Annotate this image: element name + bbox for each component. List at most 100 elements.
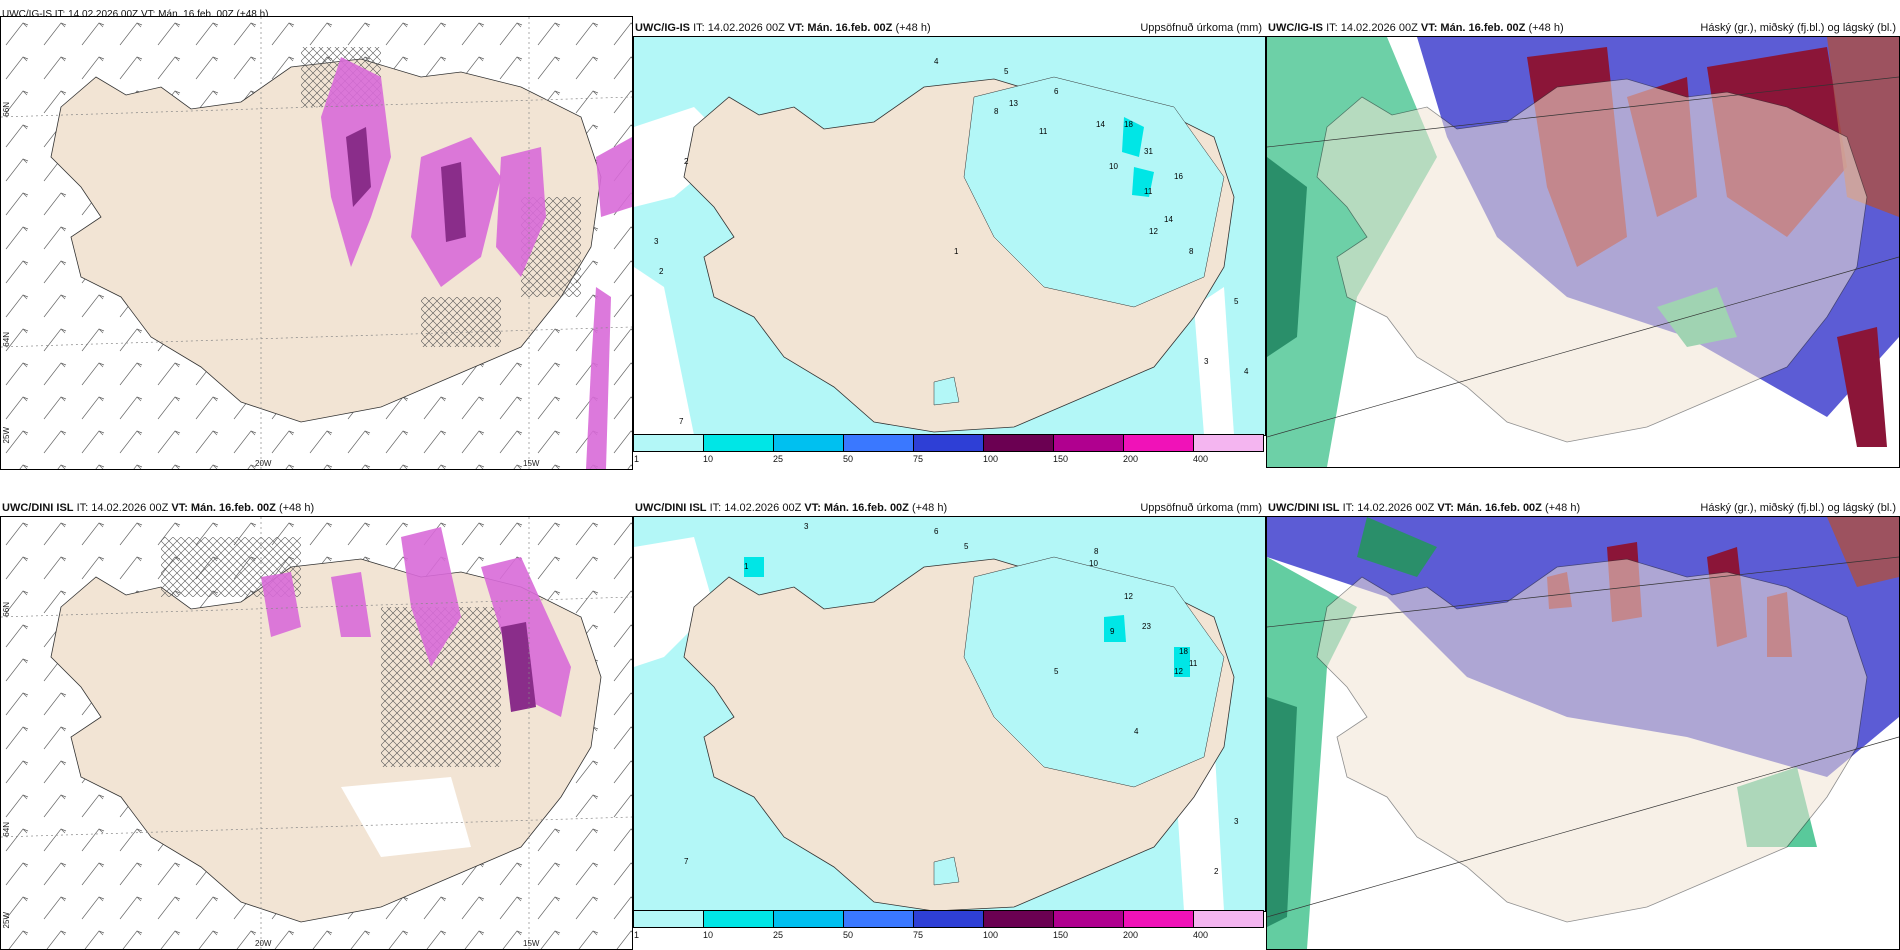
panel-precip-bottom: UWC/DINI ISL IT: 14.02.2026 00Z VT: Mán.… bbox=[633, 492, 1266, 950]
precip-value: 4 bbox=[934, 57, 939, 66]
precip-value: 7 bbox=[684, 857, 689, 866]
colorbar-swatch bbox=[774, 435, 844, 451]
precip-value: 5 bbox=[1004, 67, 1009, 76]
colorbar-swatch bbox=[704, 911, 774, 927]
precip-value: 4 bbox=[1244, 367, 1249, 376]
precip-value: 12 bbox=[1124, 592, 1133, 601]
panel-wind-bottom: UWC/DINI ISL IT: 14.02.2026 00Z VT: Mán.… bbox=[0, 492, 633, 950]
lat-label-64n: 64N bbox=[2, 332, 11, 347]
panel-subtitle: Háský (gr.), miðský (fj.bl.) og lágský (… bbox=[1700, 22, 1896, 34]
precip-value: 2 bbox=[684, 157, 689, 166]
colorbar-swatch bbox=[1054, 435, 1124, 451]
colorbar-swatch bbox=[774, 911, 844, 927]
colorbar-label: 100 bbox=[983, 930, 999, 940]
precip-value: 18 bbox=[1124, 120, 1133, 129]
map-precip-bottom[interactable]: 3 6 5 8 10 12 23 18 12 11 9 5 4 2 1 7 3 bbox=[633, 516, 1266, 912]
iceland-land bbox=[1316, 558, 1868, 923]
precip-value: 23 bbox=[1142, 622, 1151, 631]
precip-value: 18 bbox=[1179, 647, 1188, 656]
panel-cloud-bottom: UWC/DINI ISL IT: 14.02.2026 00Z VT: Mán.… bbox=[1266, 492, 1900, 950]
colorbar-swatch bbox=[844, 435, 914, 451]
precip-value: 6 bbox=[1054, 87, 1059, 96]
precip-value: 8 bbox=[1189, 247, 1194, 256]
lon-label-15w: 15W bbox=[523, 939, 540, 948]
precip-value: 10 bbox=[1109, 162, 1118, 171]
map-cloud-bottom[interactable] bbox=[1266, 516, 1900, 950]
precip-value: 4 bbox=[1134, 727, 1139, 736]
panel-subtitle: Uppsöfnuð úrkoma (mm) bbox=[1140, 22, 1262, 34]
colorbar-label: 25 bbox=[773, 930, 784, 940]
precip-value: 16 bbox=[1174, 172, 1183, 181]
precip-value: 1 bbox=[954, 247, 959, 256]
lat-label-66n: 66N bbox=[2, 602, 11, 617]
colorbar-label: 1 bbox=[634, 454, 640, 464]
colorbar-swatch bbox=[1054, 911, 1124, 927]
colorbar-swatch bbox=[1194, 435, 1263, 451]
colorbar-swatch bbox=[634, 435, 704, 451]
map-precip-top[interactable]: 2 4 3 5 6 8 13 11 14 18 31 16 10 11 14 1… bbox=[633, 36, 1266, 436]
map-wind-bottom[interactable]: 20W 15W 25W 66N 64N bbox=[0, 516, 633, 950]
precip-value: 5 bbox=[1234, 297, 1239, 306]
panel-title: UWC/DINI ISL IT: 14.02.2026 00Z VT: Mán.… bbox=[2, 502, 315, 514]
map-wind-top[interactable]: 20W 15W 25W 66N 64N bbox=[0, 16, 633, 470]
colorbar-label: 50 bbox=[843, 454, 854, 464]
lon-label-25w: 25W bbox=[2, 912, 11, 929]
precip-value: 11 bbox=[1039, 127, 1048, 136]
colorbar-label: 100 bbox=[983, 454, 999, 464]
colorbar bbox=[633, 434, 1264, 452]
colorbar bbox=[633, 910, 1264, 928]
colorbar-label: 10 bbox=[703, 454, 714, 464]
panel-title: UWC/DINI ISL IT: 14.02.2026 00Z VT: Mán.… bbox=[1268, 502, 1581, 514]
colorbar-label: 1 bbox=[634, 930, 640, 940]
precip-value: 6 bbox=[934, 527, 939, 536]
colorbar-label: 75 bbox=[913, 930, 924, 940]
panel-title: UWC/IG-IS IT: 14.02.2026 00Z VT: Mán. 16… bbox=[2, 9, 269, 20]
panel-cloud-top: UWC/IG-IS IT: 14.02.2026 00Z VT: Mán. 16… bbox=[1266, 8, 1900, 468]
precip-value: 2 bbox=[1214, 867, 1219, 876]
precip-value: 3 bbox=[804, 522, 809, 531]
precip-value: 8 bbox=[994, 107, 999, 116]
colorbar-label: 50 bbox=[843, 930, 854, 940]
precip-value: 12 bbox=[1149, 227, 1158, 236]
colorbar-swatch bbox=[844, 911, 914, 927]
colorbar-swatch bbox=[1124, 435, 1194, 451]
map-cloud-top[interactable] bbox=[1266, 36, 1900, 468]
iceland-land bbox=[1316, 78, 1868, 443]
precip-value: 3 bbox=[1204, 357, 1209, 366]
precip-value: 12 bbox=[1174, 667, 1183, 676]
panel-title: UWC/IG-IS IT: 14.02.2026 00Z VT: Mán. 16… bbox=[635, 22, 931, 34]
colorbar-label: 200 bbox=[1123, 930, 1139, 940]
panel-title: UWC/DINI ISL IT: 14.02.2026 00Z VT: Mán.… bbox=[635, 502, 948, 514]
colorbar-swatch bbox=[704, 435, 774, 451]
precip-value: 10 bbox=[1089, 559, 1098, 568]
colorbar-label: 25 bbox=[773, 454, 784, 464]
colorbar-swatch bbox=[634, 911, 704, 927]
lon-label-20w: 20W bbox=[255, 459, 272, 468]
precip-value: 3 bbox=[654, 237, 659, 246]
precip-value: 13 bbox=[1009, 99, 1018, 108]
colorbar-swatch bbox=[984, 911, 1054, 927]
colorbar-label: 400 bbox=[1193, 454, 1209, 464]
precip-value: 11 bbox=[1189, 659, 1198, 668]
precip-value: 14 bbox=[1164, 215, 1173, 224]
precip-value: 1 bbox=[744, 562, 749, 571]
lon-label-20w: 20W bbox=[255, 939, 272, 948]
colorbar-swatch bbox=[1194, 911, 1263, 927]
panel-subtitle: Uppsöfnuð úrkoma (mm) bbox=[1140, 502, 1262, 514]
panel-subtitle: Háský (gr.), miðský (fj.bl.) og lágský (… bbox=[1700, 502, 1896, 514]
colorbar-label: 75 bbox=[913, 454, 924, 464]
precip-value: 5 bbox=[964, 542, 969, 551]
precip-value: 8 bbox=[1094, 547, 1099, 556]
colorbar-label: 150 bbox=[1053, 930, 1069, 940]
panel-precip-top: UWC/IG-IS IT: 14.02.2026 00Z VT: Mán. 16… bbox=[633, 8, 1266, 468]
lon-label-25w: 25W bbox=[2, 427, 11, 444]
precip-value: 31 bbox=[1144, 147, 1153, 156]
lon-label-15w: 15W bbox=[523, 459, 540, 468]
colorbar-label: 10 bbox=[703, 930, 714, 940]
colorbar-swatch bbox=[914, 911, 984, 927]
colorbar-swatch bbox=[1124, 911, 1194, 927]
precip-value: 2 bbox=[659, 267, 664, 276]
precip-value: 14 bbox=[1096, 120, 1105, 129]
precip-value: 9 bbox=[1110, 627, 1115, 636]
lat-label-64n: 64N bbox=[2, 822, 11, 837]
